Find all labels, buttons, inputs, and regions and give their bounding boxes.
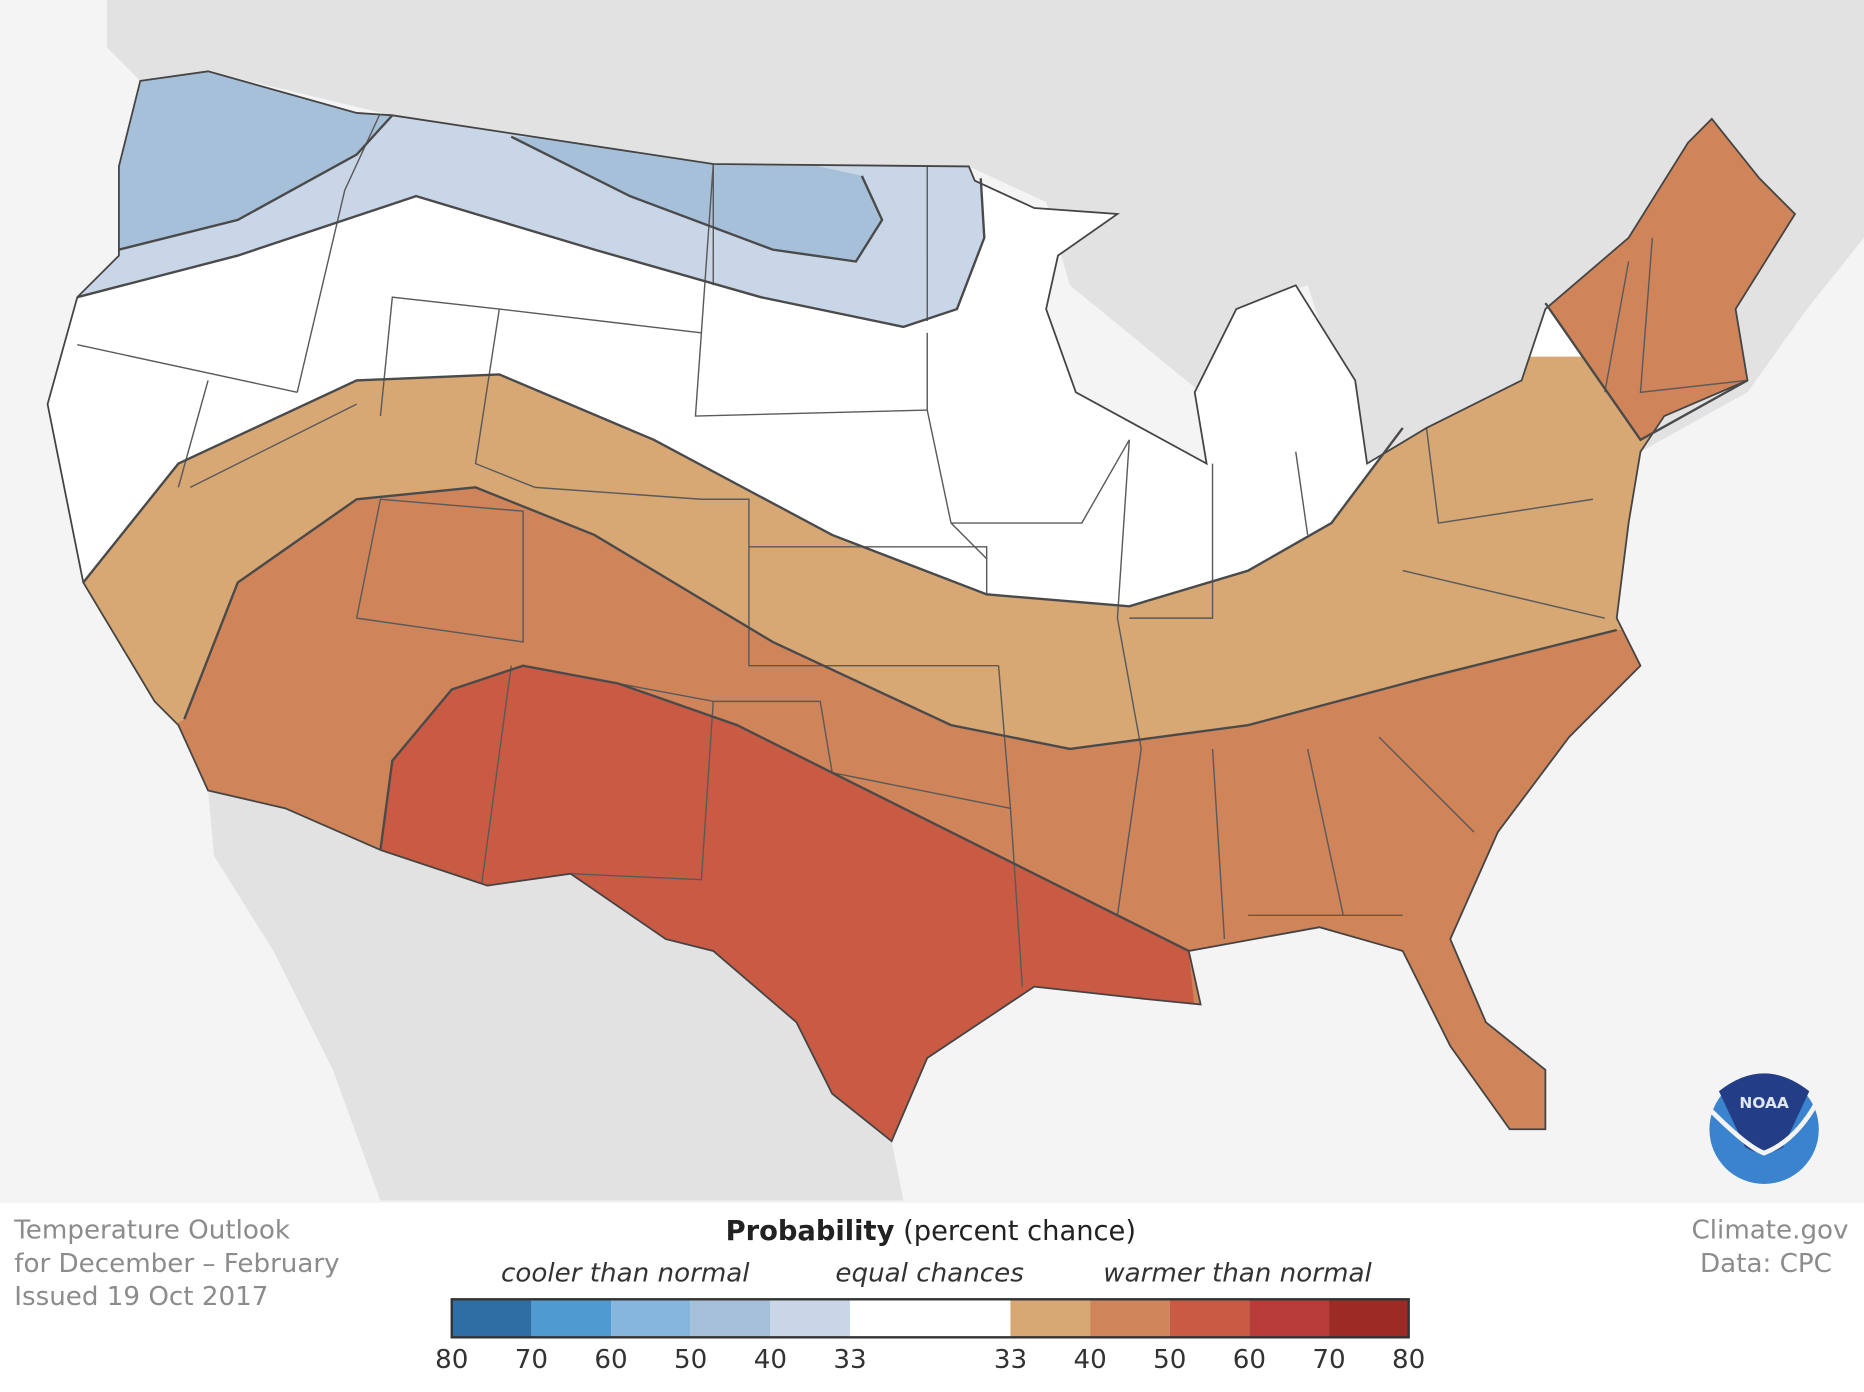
outlook-period: for December – February: [14, 1249, 339, 1279]
footer-panel: [0, 1202, 1864, 1392]
legend-bar-border: [450, 1298, 1410, 1339]
legend-tick-warmer: 70: [1312, 1345, 1345, 1375]
issued-date: Issued 19 Oct 2017: [14, 1282, 268, 1312]
legend-tick-cooler: 80: [435, 1345, 468, 1375]
mexico-land: [208, 790, 904, 1201]
credit-data: Data: CPC: [1700, 1249, 1832, 1279]
legend-tick-warmer: 60: [1233, 1345, 1266, 1375]
legend-swatch-warmer-3: [1249, 1299, 1330, 1338]
outlook-title: Temperature Outlook: [13, 1216, 291, 1246]
legend-tick-warmer: 33: [994, 1345, 1027, 1375]
legend-title: Probability (percent chance): [726, 1216, 1136, 1247]
legend-equal-label: equal chances: [835, 1258, 1024, 1288]
legend-tick-cooler: 50: [674, 1345, 707, 1375]
legend-swatch-equal: [849, 1299, 1011, 1338]
credit-site: Climate.gov: [1692, 1216, 1849, 1246]
legend-swatch-cooler-4: [770, 1299, 850, 1338]
canada-land: [107, 0, 1864, 464]
legend-tick-cooler: 60: [594, 1345, 627, 1375]
noaa-logo-text: NOAA: [1739, 1094, 1789, 1112]
legend-tick-cooler: 33: [833, 1345, 866, 1375]
legend-tick-warmer: 40: [1073, 1345, 1106, 1375]
legend-swatch-warmer-1: [1090, 1299, 1170, 1338]
legend-color-bar: [450, 1298, 1410, 1339]
legend-swatch-cooler-1: [531, 1299, 612, 1338]
noaa-logo: NOAA: [1709, 1073, 1819, 1184]
legend-tick-warmer: 80: [1392, 1345, 1425, 1375]
legend-tick-cooler: 40: [754, 1345, 787, 1375]
legend-ticks: 80 70 60 50 40 33 33 40 50 60 70 80: [435, 1345, 1425, 1375]
legend-swatch-cooler-2: [611, 1299, 691, 1338]
legend-swatch-cooler-3: [690, 1299, 771, 1338]
legend-swatch-warmer-4: [1329, 1299, 1409, 1338]
legend-cooler-label: cooler than normal: [501, 1258, 750, 1288]
legend-swatch-warmer-2: [1169, 1299, 1250, 1338]
cooler-40-50-area-plains: [511, 136, 883, 262]
legend-tick-warmer: 50: [1153, 1345, 1186, 1375]
legend-swatch-cooler-0: [451, 1299, 532, 1338]
legend-warmer-label: warmer than normal: [1103, 1258, 1372, 1288]
state-boundaries: [77, 112, 1748, 987]
legend-swatch-warmer-0: [1010, 1299, 1091, 1338]
legend-tick-cooler: 70: [515, 1345, 548, 1375]
probability-contours: [77, 114, 1749, 953]
